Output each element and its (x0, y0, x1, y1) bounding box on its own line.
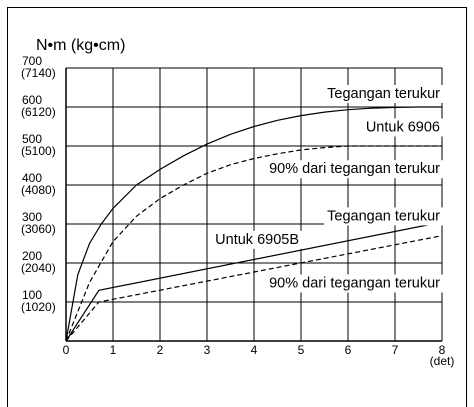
x-tick-label: 3 (204, 343, 211, 357)
annotation-label: Tegangan terukur (327, 208, 440, 224)
torque-chart: 0 1 2 3 4 5 6 7 8100(1020)200(2040)300(3060)400(… (21, 37, 455, 368)
y-tick-sublabel: (5100) (21, 144, 56, 158)
series-line-4 (65, 235, 443, 342)
annotation-label: 90% dari tegangan terukur (269, 161, 440, 177)
annotation-label: Tegangan terukur (327, 86, 440, 102)
series-group (65, 106, 443, 342)
y-tick-label: 500 (22, 132, 42, 146)
annotation-background (212, 230, 302, 249)
y-tick-sublabel: (6120) (21, 105, 56, 119)
x-tick-label: 1 (110, 343, 117, 357)
annotation-background (266, 160, 444, 179)
y-tick-label: 600 (22, 93, 42, 107)
y-tick-label: 300 (22, 210, 42, 224)
y-tick-sublabel: (7140) (21, 66, 56, 80)
y-tick-label: 400 (22, 171, 42, 185)
x-tick-label: 4 (251, 343, 258, 357)
y-tick-sublabel: (4080) (21, 183, 56, 197)
y-tick-label: 700 (22, 54, 42, 68)
tick-labels: 0 1 2 3 4 5 6 7 8100(1020)200(2040)300(3060)400(… (21, 54, 446, 357)
x-tick-label: 2 (157, 343, 164, 357)
annotation-background (362, 118, 443, 137)
annotation-label: 90% dari tegangan terukur (269, 276, 440, 292)
x-tick-label: 5 (298, 343, 305, 357)
x-tick-label: 8 (439, 343, 446, 357)
annotation-label: Untuk 6905B (215, 232, 299, 248)
annotation-background (324, 84, 444, 103)
annotation-background (266, 274, 444, 293)
x-tick-label: 0 (63, 343, 70, 357)
annotation-label: Untuk 6906 (366, 120, 440, 136)
grid (66, 67, 443, 341)
series-line-1 (65, 106, 442, 342)
x-tick-label: 6 (345, 343, 352, 357)
series-line-2 (65, 145, 442, 342)
y-tick-sublabel: (1020) (21, 300, 56, 314)
x-tick-label: 7 (392, 343, 399, 357)
annotations: Tegangan terukur Untuk 6906 90% dari tegan… (212, 84, 444, 293)
chart-frame (7, 7, 467, 407)
y-tick-label: 100 (22, 288, 42, 302)
y-tick-label: 200 (22, 249, 42, 263)
series-line-3 (65, 221, 443, 342)
y-tick-sublabel: (3060) (21, 222, 56, 236)
axes (65, 68, 442, 342)
y-tick-sublabel: (2040) (21, 261, 56, 275)
x-axis-unit-label: (det) (430, 354, 455, 368)
annotation-background (324, 207, 444, 226)
y-axis-unit-label: N•m (kg•cm) (36, 37, 125, 54)
